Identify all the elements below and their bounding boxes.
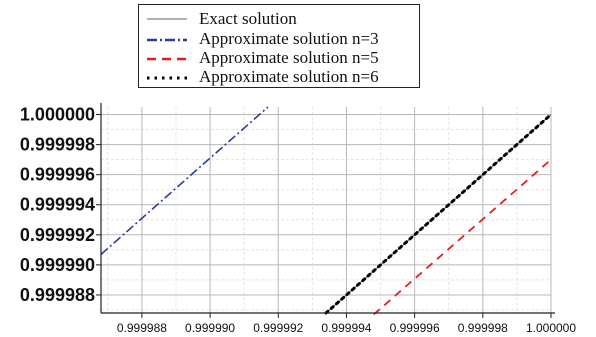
y-tick-label: 1.000000 [20,105,95,125]
y-tick-label: 0.999996 [20,165,95,185]
x-tick-label: 0.999992 [253,321,303,335]
legend-item-n3: Approximate solution n=3 [139,29,419,49]
x-tick-label: 0.999998 [458,321,508,335]
grid [101,107,552,313]
legend-label-n6: Approximate solution n=6 [199,67,379,86]
y-tick-label: 0.999990 [20,255,95,275]
x-tick-label: 0.999988 [117,321,167,335]
legend-label-exact: Exact solution [199,9,297,28]
y-axis-ticks: 0.999988 0.999990 0.999992 0.999994 0.999996… [20,105,95,305]
legend-item-n5: Approximate solution n=5 [139,48,419,68]
x-tick-label: 1.000000 [526,321,576,335]
legend: Exact solution Approximate solution n=3 … [138,4,420,88]
axes [96,103,555,318]
y-tick-label: 0.999998 [20,135,95,155]
legend-label-n5: Approximate solution n=5 [199,48,379,67]
series-line-n5 [373,158,552,316]
series-layer [100,106,553,316]
legend-swatch-exact [147,18,187,20]
legend-swatch-n6 [147,76,187,80]
x-tick-label: 0.999994 [321,321,371,335]
legend-label-n3: Approximate solution n=3 [199,29,379,48]
legend-swatch-n5 [147,57,187,61]
y-tick-label: 0.999992 [20,225,95,245]
x-axis-ticks: 0.999988 0.999990 0.999992 0.999994 0.999996… [117,321,576,335]
legend-swatch-n3 [147,38,187,42]
series-line-n3 [100,106,269,255]
x-tick-label: 0.999996 [390,321,440,335]
legend-item-exact: Exact solution [139,9,419,29]
legend-item-n6: Approximate solution n=6 [139,67,419,87]
series-line-n6 [324,113,553,315]
y-tick-label: 0.999988 [20,285,95,305]
x-tick-label: 0.999990 [185,321,235,335]
y-tick-label: 0.999994 [20,195,95,215]
